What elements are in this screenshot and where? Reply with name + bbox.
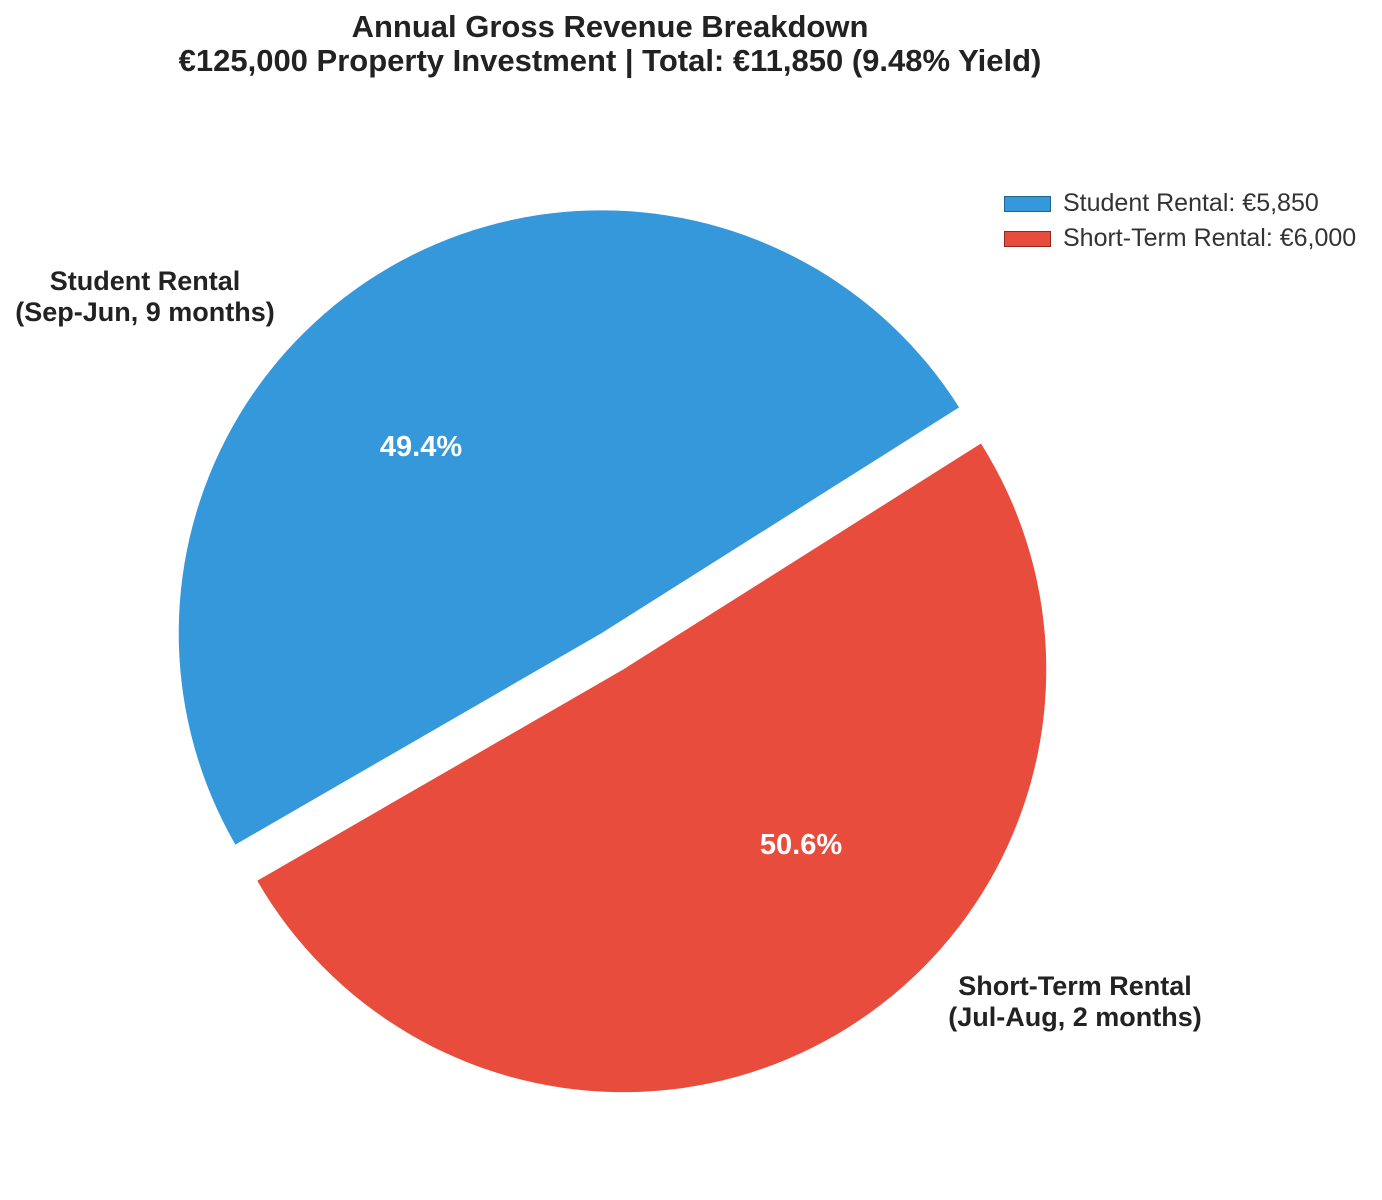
svg-text:50.6%: 50.6% [760, 829, 842, 861]
svg-text:49.4%: 49.4% [380, 431, 462, 463]
